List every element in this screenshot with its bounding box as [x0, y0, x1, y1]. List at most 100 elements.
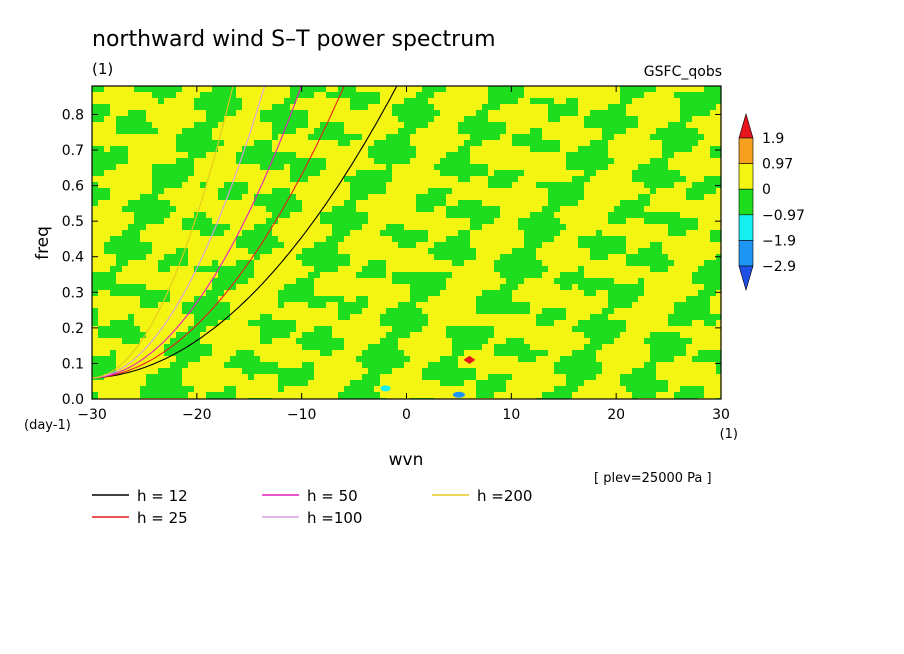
heatmap-cell [368, 146, 374, 152]
heatmap-cell [596, 116, 602, 122]
heatmap-cell [194, 122, 200, 128]
heatmap-cell [368, 182, 374, 188]
heatmap-cell [284, 284, 290, 290]
heatmap-cell [272, 128, 278, 134]
heatmap-cell [92, 392, 98, 398]
heatmap-cell [686, 110, 692, 116]
heatmap-cell [212, 104, 218, 110]
heatmap-cell [494, 176, 500, 182]
x-tick-label: 30 [712, 407, 730, 423]
heatmap-cell [590, 290, 596, 296]
heatmap-cell [302, 332, 308, 338]
heatmap-cell [434, 194, 440, 200]
heatmap-cell [650, 164, 656, 170]
heatmap-cell [602, 122, 608, 128]
heatmap-cell [590, 116, 596, 122]
heatmap-cell [620, 98, 626, 104]
heatmap-cell [122, 326, 128, 332]
heatmap-cell [494, 182, 500, 188]
heatmap-cell [176, 350, 182, 356]
heatmap-cell [200, 320, 206, 326]
heatmap-cell [356, 92, 362, 98]
heatmap-cell [110, 332, 116, 338]
heatmap-cell [386, 362, 392, 368]
heatmap-cell [320, 242, 326, 248]
heatmap-cell [302, 338, 308, 344]
heatmap-cell [272, 194, 278, 200]
heatmap-cell [110, 146, 116, 152]
heatmap-cell [572, 356, 578, 362]
heatmap-cell [620, 326, 626, 332]
heatmap-cell [278, 368, 284, 374]
heatmap-cell [566, 272, 572, 278]
heatmap-cell [638, 284, 644, 290]
heatmap-cell [332, 248, 338, 254]
heatmap-cell [344, 176, 350, 182]
heatmap-cell [350, 194, 356, 200]
heatmap-cell [404, 326, 410, 332]
heatmap-cell [536, 182, 542, 188]
heatmap-cell [194, 152, 200, 158]
heatmap-cell [704, 356, 710, 362]
heatmap-cell [656, 344, 662, 350]
heatmap-cell [530, 350, 536, 356]
heatmap-cell [272, 362, 278, 368]
heatmap-cell [386, 356, 392, 362]
heatmap-cell [470, 254, 476, 260]
heatmap-cell [206, 296, 212, 302]
heatmap-cell [446, 362, 452, 368]
heatmap-cell [194, 326, 200, 332]
heatmap-cell [152, 194, 158, 200]
heatmap-cell [608, 218, 614, 224]
heatmap-cell [188, 134, 194, 140]
heatmap-cell [254, 200, 260, 206]
heatmap-cell [242, 278, 248, 284]
heatmap-cell [386, 320, 392, 326]
heatmap-cell [692, 134, 698, 140]
heatmap-cell [716, 272, 721, 278]
heatmap-cell [608, 134, 614, 140]
heatmap-cell [584, 374, 590, 380]
heatmap-cell [302, 380, 308, 386]
heatmap-cell [266, 158, 272, 164]
heatmap-cell [482, 122, 488, 128]
heatmap-cell [446, 212, 452, 218]
heatmap-cell [488, 290, 494, 296]
heatmap-cell [374, 392, 380, 398]
heatmap-cell [548, 224, 554, 230]
heatmap-cell [704, 296, 710, 302]
heatmap-cell [188, 140, 194, 146]
heatmap-cell [254, 230, 260, 236]
heatmap-cell [266, 332, 272, 338]
heatmap-cell [392, 146, 398, 152]
heatmap-cell [458, 326, 464, 332]
heatmap-cell [338, 236, 344, 242]
heatmap-cell [668, 218, 674, 224]
heatmap-cell [158, 170, 164, 176]
heatmap-cell [512, 98, 518, 104]
heatmap-cell [398, 146, 404, 152]
heatmap-cell [98, 194, 104, 200]
heatmap-cell [302, 158, 308, 164]
heatmap-cell [416, 116, 422, 122]
heatmap-cell [458, 374, 464, 380]
heatmap-cell [488, 86, 494, 92]
heatmap-cell [104, 164, 110, 170]
heatmap-cell [158, 260, 164, 266]
heatmap-cell [692, 272, 698, 278]
heatmap-cell [374, 98, 380, 104]
heatmap-cell [620, 86, 626, 92]
heatmap-cell [332, 218, 338, 224]
heatmap-cell [704, 92, 710, 98]
heatmap-cell [440, 242, 446, 248]
heatmap-cell [350, 86, 356, 92]
heatmap-cell [320, 302, 326, 308]
heatmap-cell [128, 236, 134, 242]
heatmap-cell [644, 200, 650, 206]
heatmap-cell [140, 122, 146, 128]
heatmap-cell [398, 134, 404, 140]
heatmap-cell [242, 152, 248, 158]
heatmap-cell [122, 146, 128, 152]
heatmap-cell [392, 314, 398, 320]
heatmap-cell [218, 272, 224, 278]
